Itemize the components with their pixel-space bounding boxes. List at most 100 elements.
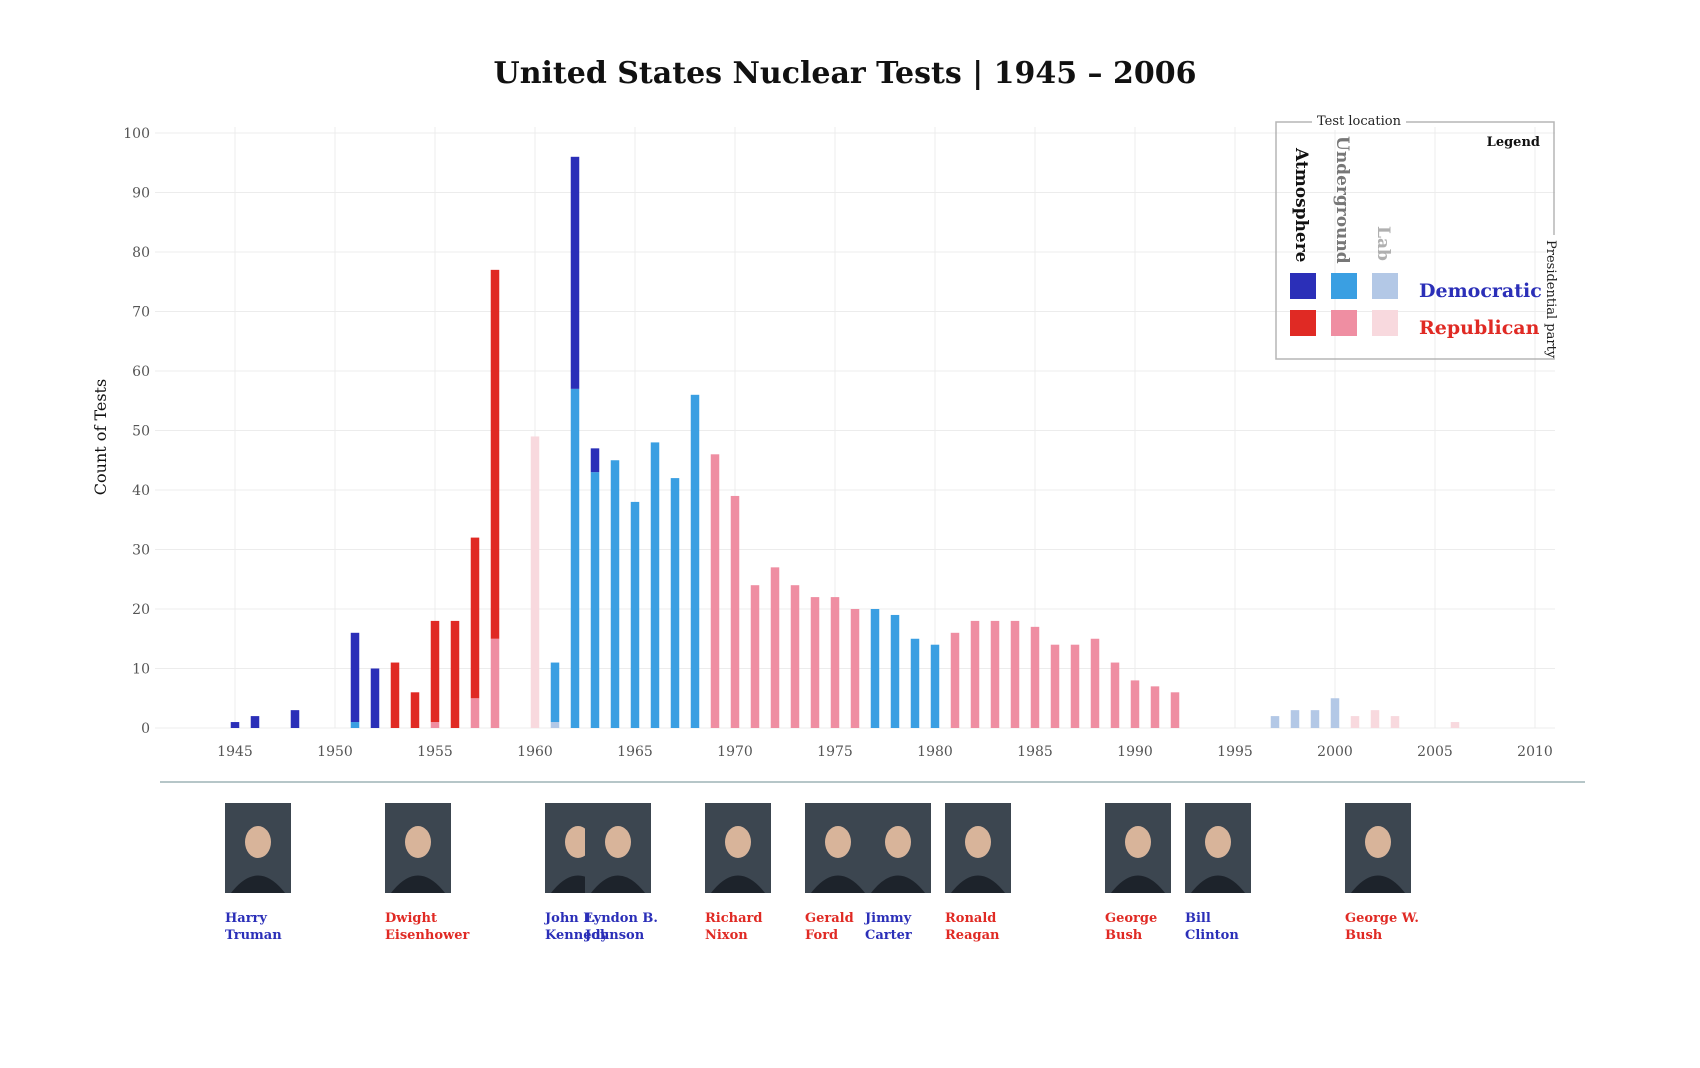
portrait-face [885,826,911,858]
legend-swatch-democratic-atmosphere [1290,273,1316,299]
bar-2000-lab [1330,698,1340,728]
bars [230,156,1460,728]
bar-1962-underground [570,388,580,728]
president-4: Richard Nixon [705,803,771,943]
president-timeline: Harry Truman Dwight Eisenhower John F. Kenned… [225,803,1419,943]
bar-1964-underground [610,460,620,728]
bar-1991-underground [1150,686,1160,728]
x-tick-label: 1955 [417,744,453,760]
legend-swatch-democratic-lab [1372,273,1398,299]
bar-1974-underground [810,597,820,728]
x-tick-label: 1950 [317,744,353,760]
x-tick-label: 1995 [1217,744,1253,760]
bar-1955-atmosphere [430,620,440,723]
y-tick-label: 60 [132,364,150,380]
y-tick-label: 70 [132,305,150,321]
y-tick-label: 40 [132,483,150,499]
president-name-line: Lyndon B. [585,911,658,926]
bar-1967-underground [670,478,680,728]
bar-1945-atmosphere [230,722,240,728]
bar-1998-lab [1290,710,1300,728]
bar-1956-atmosphere [450,620,460,728]
y-tick-label: 50 [132,424,150,440]
portrait-face [1365,826,1391,858]
y-tick-label: 100 [123,126,150,142]
bar-2006-lab [1450,722,1460,728]
bar-1969-underground [710,454,720,728]
portrait-suit [951,875,1005,893]
legend-swatch-democratic-underground [1331,273,1357,299]
bar-1961-lab [550,722,560,728]
x-tick-label: 2000 [1317,744,1353,760]
bar-1962-atmosphere [570,156,580,389]
president-name-line: Bush [1105,928,1143,943]
president-8: George Bush [1105,803,1171,943]
portrait-suit [1111,875,1165,893]
y-tick-label: 20 [132,602,150,618]
president-name-line: George W. [1345,911,1419,926]
president-name-line: Nixon [705,928,748,943]
bar-1992-underground [1170,692,1180,728]
president-6: Jimmy Carter [864,803,931,943]
president-name-line: Bush [1345,928,1383,943]
bar-1985-underground [1030,626,1040,728]
bar-1953-atmosphere [390,662,400,728]
bar-1977-underground [870,609,880,728]
legend-location-underground: Underground [1332,136,1352,264]
legend-swatch-republican-underground [1331,310,1357,336]
x-tick-label: 1980 [917,744,953,760]
bar-1988-underground [1090,638,1100,728]
bar-1982-underground [970,620,980,728]
portrait-face [605,826,631,858]
bar-1983-underground [990,620,1000,728]
x-tick-label: 1970 [717,744,753,760]
portrait-suit [811,875,865,893]
legend-party-title-bg [1546,235,1564,355]
bar-1954-atmosphere [410,692,420,728]
president-10: George W. Bush [1345,803,1419,943]
president-9: Bill Clinton [1185,803,1251,943]
portrait-suit [871,875,925,893]
x-tick-label: 1945 [217,744,253,760]
y-axis-ticks: 0 10 20 30 40 50 60 70 80 90 100 [123,126,150,737]
bar-2002-lab [1370,710,1380,728]
bar-1979-underground [910,638,920,728]
portrait-face [725,826,751,858]
portrait-face [405,826,431,858]
bar-1957-underground [470,698,480,728]
bar-1989-underground [1110,662,1120,728]
president-name-line: John F. [544,911,596,926]
x-tick-label: 2005 [1417,744,1453,760]
president-name-line: Clinton [1185,928,1239,943]
legend-location-title: Test location [1317,114,1402,129]
president-name-line: Richard [705,911,762,926]
president-name-line: Kennedy [545,928,609,943]
legend-party-republican: Republican [1419,317,1540,339]
legend-location-title-bg [1312,112,1406,130]
portrait-face [1205,826,1231,858]
bar-1965-underground [630,501,640,728]
president-5: Gerald Ford [805,803,871,943]
bar-1984-underground [1010,620,1020,728]
portrait-suit [231,875,285,893]
president-name-line: Reagan [945,928,1000,943]
bar-1963-atmosphere [590,448,600,473]
y-tick-label: 90 [132,186,150,202]
bar-1990-underground [1130,680,1140,728]
bar-1970-underground [730,495,740,728]
bar-1972-underground [770,567,780,728]
president-name-line: Ford [805,928,838,943]
president-3: Lyndon B. Johnson [584,803,658,943]
bar-1987-underground [1070,644,1080,728]
president-name-line: Jimmy [864,911,912,926]
chart-title: United States Nuclear Tests | 1945 – 200… [494,56,1197,91]
president-7: Ronald Reagan [945,803,1011,943]
legend-swatches [1290,273,1398,336]
bar-1961-underground [550,662,560,723]
y-tick-label: 10 [132,662,150,678]
x-tick-label: 1985 [1017,744,1053,760]
president-name-line: Bill [1185,911,1211,926]
bar-1952-atmosphere [370,668,380,728]
bar-2003-lab [1390,716,1400,728]
y-axis-label: Count of Tests [91,379,110,495]
